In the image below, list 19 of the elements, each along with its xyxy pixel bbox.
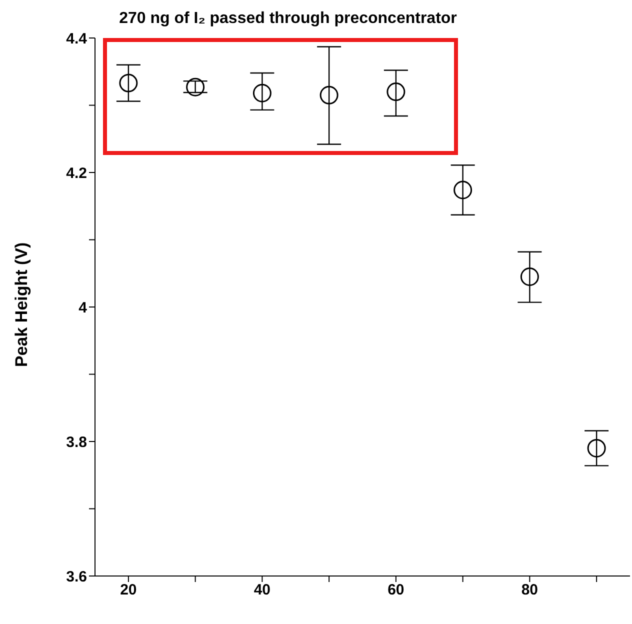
- y-tick-label: 3.6: [66, 568, 87, 586]
- x-tick-label: 60: [388, 582, 404, 599]
- x-tick-label: 20: [120, 582, 137, 599]
- point: [587, 438, 606, 458]
- point: [252, 84, 272, 102]
- point: [119, 74, 138, 92]
- y-tick-label: 4.2: [66, 164, 87, 182]
- x-tick-label: 80: [521, 582, 538, 599]
- y-tick-label: 4: [78, 299, 88, 316]
- point: [320, 86, 338, 104]
- x-tick-label: 40: [254, 582, 271, 599]
- y-tick-label: 3.8: [66, 434, 87, 451]
- y-tick-label: 4.4: [66, 30, 88, 48]
- point: [186, 78, 205, 96]
- point: [520, 267, 539, 286]
- y-axis-title: Peak Height (V): [12, 242, 32, 367]
- point: [386, 82, 406, 102]
- point: [454, 180, 472, 200]
- chart-title: 270 ng of I₂ passed through preconcentrator: [118, 10, 458, 28]
